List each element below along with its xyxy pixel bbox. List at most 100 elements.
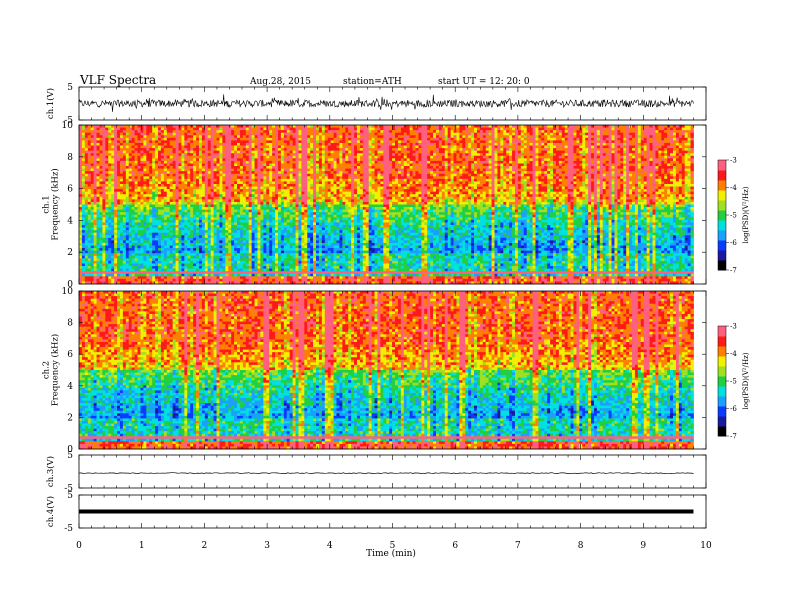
spectrogram-cell	[330, 142, 334, 146]
spectrogram-cell	[561, 148, 566, 152]
spectrogram-cell	[678, 145, 683, 149]
spectrogram-cell	[456, 155, 460, 159]
spectrogram-cell	[593, 142, 598, 146]
spectrogram-cell	[667, 153, 671, 157]
spectrogram-cell	[210, 166, 214, 169]
spectrogram-cell	[193, 155, 197, 159]
spectrogram-cell	[608, 132, 612, 136]
spectrogram-cell	[634, 176, 639, 180]
spectrogram-cell	[351, 148, 355, 152]
spectrogram-cell	[605, 153, 610, 157]
spectrogram-cell	[108, 140, 112, 144]
spectrogram-cell	[254, 168, 258, 172]
spectrogram-cell	[158, 176, 162, 180]
spectrogram-cell	[374, 153, 378, 157]
spectrogram-cell	[90, 153, 95, 157]
spectrogram-cell	[465, 158, 469, 162]
spectrogram-cell	[591, 145, 595, 149]
spectrogram-cell	[649, 168, 653, 172]
spectrogram-cell	[354, 158, 358, 162]
spectrogram-cell	[506, 130, 510, 134]
spectrogram-cell	[640, 125, 645, 128]
spectrogram-cell	[149, 155, 153, 159]
spectrogram-cell	[538, 148, 542, 152]
spectrogram-cell	[131, 163, 135, 167]
spectrogram-cell	[453, 135, 457, 139]
spectrogram-cell	[231, 158, 235, 162]
spectrogram-cell	[108, 181, 112, 185]
spectrogram-cell	[190, 142, 194, 146]
spectrogram-cell	[579, 130, 583, 134]
spectrogram-cell	[623, 142, 627, 146]
spectrogram-cell	[222, 155, 226, 159]
spectrogram-cell	[152, 148, 156, 152]
spectrogram-cell	[433, 181, 437, 185]
spectrogram-cell	[257, 160, 261, 164]
spectrogram-cell	[690, 145, 694, 149]
spectrogram-cell	[553, 137, 557, 141]
spectrogram-cell	[479, 148, 484, 152]
spectrogram-cell	[263, 127, 267, 131]
spectrogram-cell	[368, 140, 372, 144]
spectrogram-cell	[272, 168, 276, 172]
spectrogram-cell	[687, 145, 691, 149]
spectrogram-cell	[667, 148, 671, 152]
spectrogram-cell	[579, 173, 583, 177]
spectrogram-cell	[286, 125, 291, 128]
spectrogram-cell	[125, 135, 130, 139]
spectrogram-cell	[400, 132, 405, 136]
spectrogram-cell	[108, 155, 112, 159]
spectrogram-cell	[643, 173, 648, 177]
spectrogram-cell	[198, 153, 203, 157]
spectrogram-cell	[122, 142, 127, 146]
spectrogram-cell	[690, 130, 694, 134]
spectrogram-cell	[301, 178, 305, 182]
spectrogram-cell	[623, 145, 627, 149]
spectrogram-cell	[131, 150, 135, 154]
spectrogram-cell	[111, 142, 115, 146]
spectrogram-cell	[646, 181, 650, 185]
spectrogram-cell	[292, 178, 296, 182]
spectrogram-cell	[570, 153, 574, 157]
spectrogram-cell	[503, 148, 507, 152]
spectrogram-cell	[131, 153, 135, 157]
spectrogram-cell	[441, 173, 446, 177]
spectrogram-cell	[102, 176, 106, 180]
spectrogram-cell	[245, 168, 250, 172]
spectrogram-cell	[219, 166, 223, 169]
spectrogram-cell	[476, 166, 481, 169]
spectrogram-cell	[342, 181, 346, 185]
spectrogram-cell	[228, 125, 232, 128]
spectrogram-cell	[476, 145, 481, 149]
spectrogram-cell	[403, 150, 408, 154]
spectrogram-cell	[435, 125, 440, 128]
spectrogram-cell	[295, 168, 299, 172]
spectrogram-cell	[131, 140, 135, 144]
spectrogram-cell	[506, 155, 510, 159]
spectrogram-cell	[500, 158, 504, 162]
spectrogram-cell	[643, 142, 648, 146]
spectrogram-cell	[573, 142, 577, 146]
spectrogram-cell	[295, 155, 299, 159]
spectrogram-cell	[81, 168, 86, 172]
spectrogram-cell	[213, 153, 217, 157]
spectrogram-cell	[234, 168, 238, 172]
spectrogram-cell	[400, 125, 405, 128]
spectrogram-cell	[476, 135, 481, 139]
spectrogram-cell	[418, 135, 422, 139]
spectrogram-cell	[316, 158, 320, 162]
spectrogram-cell	[234, 135, 238, 139]
spectrogram-cell	[389, 155, 393, 159]
spectrogram-1	[79, 125, 694, 285]
spectrogram-cell	[231, 166, 235, 169]
spectrogram-cell	[462, 178, 466, 182]
spectrogram-cell	[257, 163, 261, 167]
spectrogram-cell	[310, 158, 314, 162]
spectrogram-cell	[632, 142, 636, 146]
spectrogram-cell	[155, 183, 159, 187]
spectrogram-cell	[304, 160, 308, 164]
spectrogram-cell	[406, 127, 411, 131]
spectrogram-cell	[523, 148, 528, 152]
spectrogram-cell	[538, 142, 542, 146]
spectrogram-cell	[462, 150, 466, 154]
